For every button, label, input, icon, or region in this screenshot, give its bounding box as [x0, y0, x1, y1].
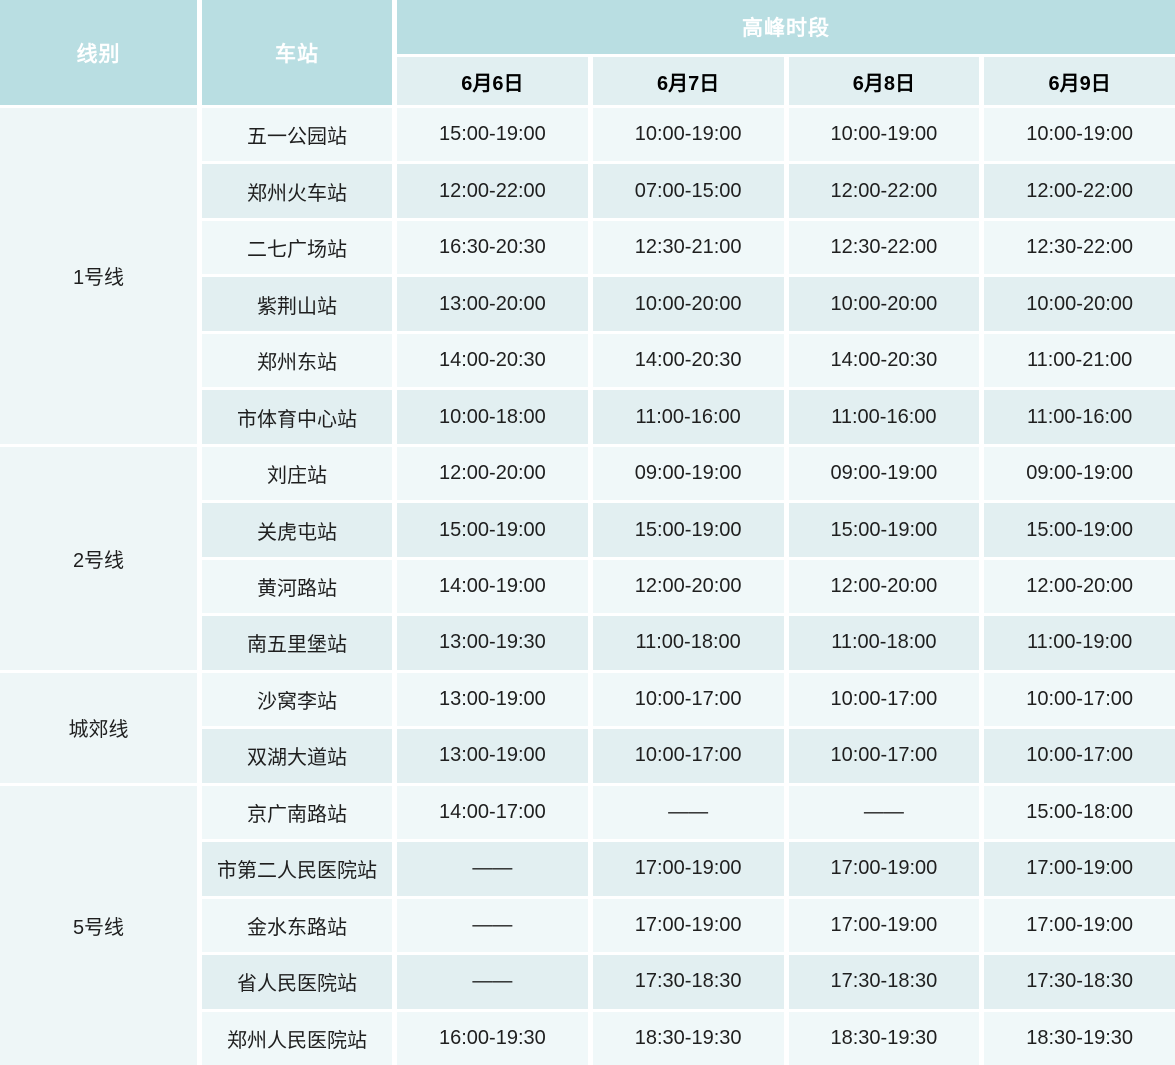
time-cell: 12:00-22:00 — [788, 164, 980, 218]
station-cell: 省人民医院站 — [202, 955, 392, 1009]
station-cell: 五一公园站 — [202, 108, 392, 162]
time-cell: —— — [397, 842, 588, 896]
time-cell: 10:00-18:00 — [397, 390, 588, 444]
station-cell: 市体育中心站 — [202, 390, 392, 444]
time-cell: 12:30-22:00 — [788, 220, 980, 275]
date-header: 6月6日 — [397, 57, 588, 105]
time-cell: 12:00-20:00 — [592, 559, 784, 614]
time-cell: 17:30-18:30 — [788, 955, 980, 1009]
time-cell: 10:00-17:00 — [592, 672, 784, 727]
time-cell: 11:00-16:00 — [592, 390, 784, 444]
time-cell: 10:00-17:00 — [788, 729, 980, 783]
line-column-header: 线别 — [0, 0, 197, 105]
time-cell: 09:00-19:00 — [592, 446, 784, 501]
time-cell: 10:00-17:00 — [788, 672, 980, 727]
station-cell: 关虎屯站 — [202, 503, 392, 557]
station-cell: 郑州东站 — [202, 333, 392, 388]
time-cell: 10:00-20:00 — [788, 277, 980, 331]
time-cell: 14:00-17:00 — [397, 785, 588, 840]
time-cell: 10:00-17:00 — [984, 729, 1175, 783]
time-cell: —— — [592, 785, 784, 840]
time-cell: 10:00-19:00 — [788, 108, 980, 162]
station-cell: 金水东路站 — [202, 898, 392, 953]
station-cell: 京广南路站 — [202, 785, 392, 840]
station-cell: 双湖大道站 — [202, 729, 392, 783]
time-cell: 16:30-20:30 — [397, 220, 588, 275]
station-column-header: 车站 — [202, 0, 392, 105]
time-cell: 11:00-18:00 — [788, 616, 980, 670]
time-cell: 15:00-19:00 — [397, 108, 588, 162]
time-cell: 09:00-19:00 — [788, 446, 980, 501]
time-cell: 10:00-17:00 — [592, 729, 784, 783]
time-cell: 12:00-20:00 — [788, 559, 980, 614]
time-cell: 12:30-22:00 — [984, 220, 1175, 275]
station-cell: 市第二人民医院站 — [202, 842, 392, 896]
time-cell: 17:30-18:30 — [592, 955, 784, 1009]
time-cell: 12:00-20:00 — [984, 559, 1175, 614]
time-cell: 11:00-16:00 — [984, 390, 1175, 444]
station-cell: 黄河路站 — [202, 559, 392, 614]
time-cell: 12:30-21:00 — [592, 220, 784, 275]
time-cell: 15:00-19:00 — [788, 503, 980, 557]
time-cell: 13:00-19:00 — [397, 729, 588, 783]
time-cell: 17:00-19:00 — [984, 842, 1175, 896]
time-cell: 18:30-19:30 — [592, 1011, 784, 1065]
time-cell: 17:00-19:00 — [592, 842, 784, 896]
station-cell: 二七广场站 — [202, 220, 392, 275]
time-cell: 11:00-21:00 — [984, 333, 1175, 388]
time-cell: —— — [397, 955, 588, 1009]
line-group-cell: 5号线 — [0, 785, 197, 1065]
time-cell: 15:00-19:00 — [397, 503, 588, 557]
station-cell: 沙窝李站 — [202, 672, 392, 727]
time-cell: 14:00-20:30 — [397, 333, 588, 388]
time-cell: 12:00-22:00 — [984, 164, 1175, 218]
time-cell: 12:00-20:00 — [397, 446, 588, 501]
time-cell: 12:00-22:00 — [397, 164, 588, 218]
line-group-cell: 城郊线 — [0, 672, 197, 783]
time-cell: 15:00-19:00 — [984, 503, 1175, 557]
line-group-cell: 2号线 — [0, 446, 197, 670]
time-cell: 13:00-19:30 — [397, 616, 588, 670]
time-cell: 10:00-19:00 — [592, 108, 784, 162]
line-group-cell: 1号线 — [0, 108, 197, 444]
time-cell: 10:00-19:00 — [984, 108, 1175, 162]
peak-period-header: 高峰时段 — [397, 0, 1175, 54]
time-cell: 18:30-19:30 — [788, 1011, 980, 1065]
time-cell: 16:00-19:30 — [397, 1011, 588, 1065]
time-cell: 15:00-19:00 — [592, 503, 784, 557]
time-cell: —— — [397, 898, 588, 953]
time-cell: 17:30-18:30 — [984, 955, 1175, 1009]
time-cell: 13:00-20:00 — [397, 277, 588, 331]
station-cell: 郑州火车站 — [202, 164, 392, 218]
time-cell: 11:00-16:00 — [788, 390, 980, 444]
time-cell: 17:00-19:00 — [788, 842, 980, 896]
station-cell: 刘庄站 — [202, 446, 392, 501]
time-cell: 11:00-19:00 — [984, 616, 1175, 670]
time-cell: —— — [788, 785, 980, 840]
time-cell: 10:00-20:00 — [984, 277, 1175, 331]
time-cell: 07:00-15:00 — [592, 164, 784, 218]
time-cell: 18:30-19:30 — [984, 1011, 1175, 1065]
time-cell: 14:00-20:30 — [592, 333, 784, 388]
time-cell: 10:00-17:00 — [984, 672, 1175, 727]
time-cell: 17:00-19:00 — [984, 898, 1175, 953]
time-cell: 09:00-19:00 — [984, 446, 1175, 501]
time-cell: 10:00-20:00 — [592, 277, 784, 331]
station-cell: 紫荆山站 — [202, 277, 392, 331]
station-cell: 南五里堡站 — [202, 616, 392, 670]
time-cell: 14:00-20:30 — [788, 333, 980, 388]
time-cell: 14:00-19:00 — [397, 559, 588, 614]
station-cell: 郑州人民医院站 — [202, 1011, 392, 1065]
date-header: 6月7日 — [592, 57, 784, 105]
date-header: 6月8日 — [788, 57, 980, 105]
time-cell: 11:00-18:00 — [592, 616, 784, 670]
time-cell: 15:00-18:00 — [984, 785, 1175, 840]
time-cell: 17:00-19:00 — [592, 898, 784, 953]
time-cell: 13:00-19:00 — [397, 672, 588, 727]
time-cell: 17:00-19:00 — [788, 898, 980, 953]
date-header: 6月9日 — [984, 57, 1175, 105]
